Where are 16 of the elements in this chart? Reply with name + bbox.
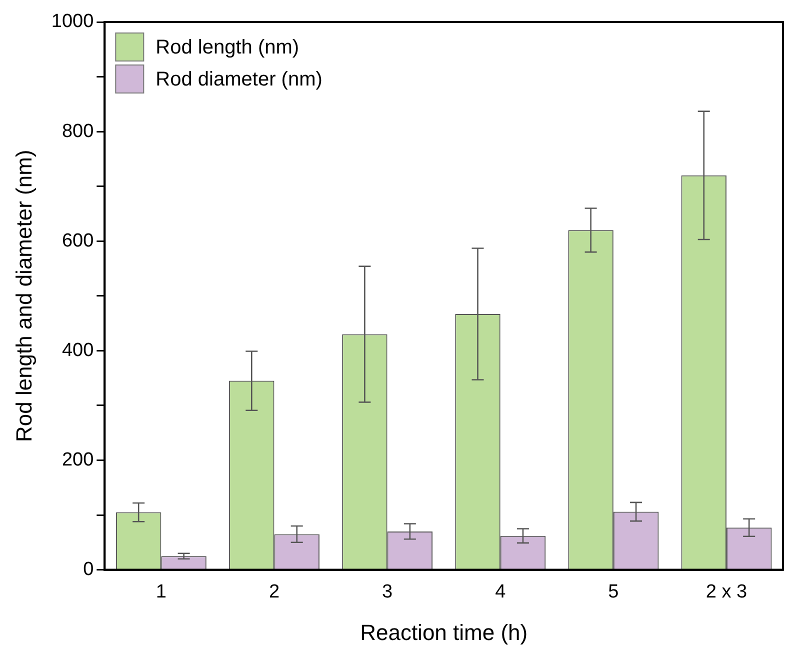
y-tick-label: 600 bbox=[62, 230, 94, 252]
x-tick-label: 5 bbox=[608, 581, 619, 602]
y-tick-label: 1000 bbox=[51, 11, 94, 32]
x-tick-label: 2 bbox=[268, 581, 280, 602]
legend-label: Rod length (nm) bbox=[156, 36, 300, 59]
y-tick-label: 200 bbox=[62, 449, 94, 470]
y-tick-label: 0 bbox=[83, 559, 94, 580]
y-axis-title: Rod length and diameter (nm) bbox=[11, 150, 36, 442]
x-tick-label: 4 bbox=[495, 581, 506, 602]
x-tick-label: 1 bbox=[156, 581, 166, 602]
x-tick-label: 2 x 3 bbox=[706, 581, 748, 602]
x-tick-label: 3 bbox=[382, 581, 393, 602]
legend-label: Rod diameter (nm) bbox=[156, 68, 322, 91]
y-tick-label: 400 bbox=[62, 340, 94, 361]
y-tick-label: 800 bbox=[62, 120, 94, 142]
x-axis-title: Reaction time (h) bbox=[360, 620, 528, 645]
